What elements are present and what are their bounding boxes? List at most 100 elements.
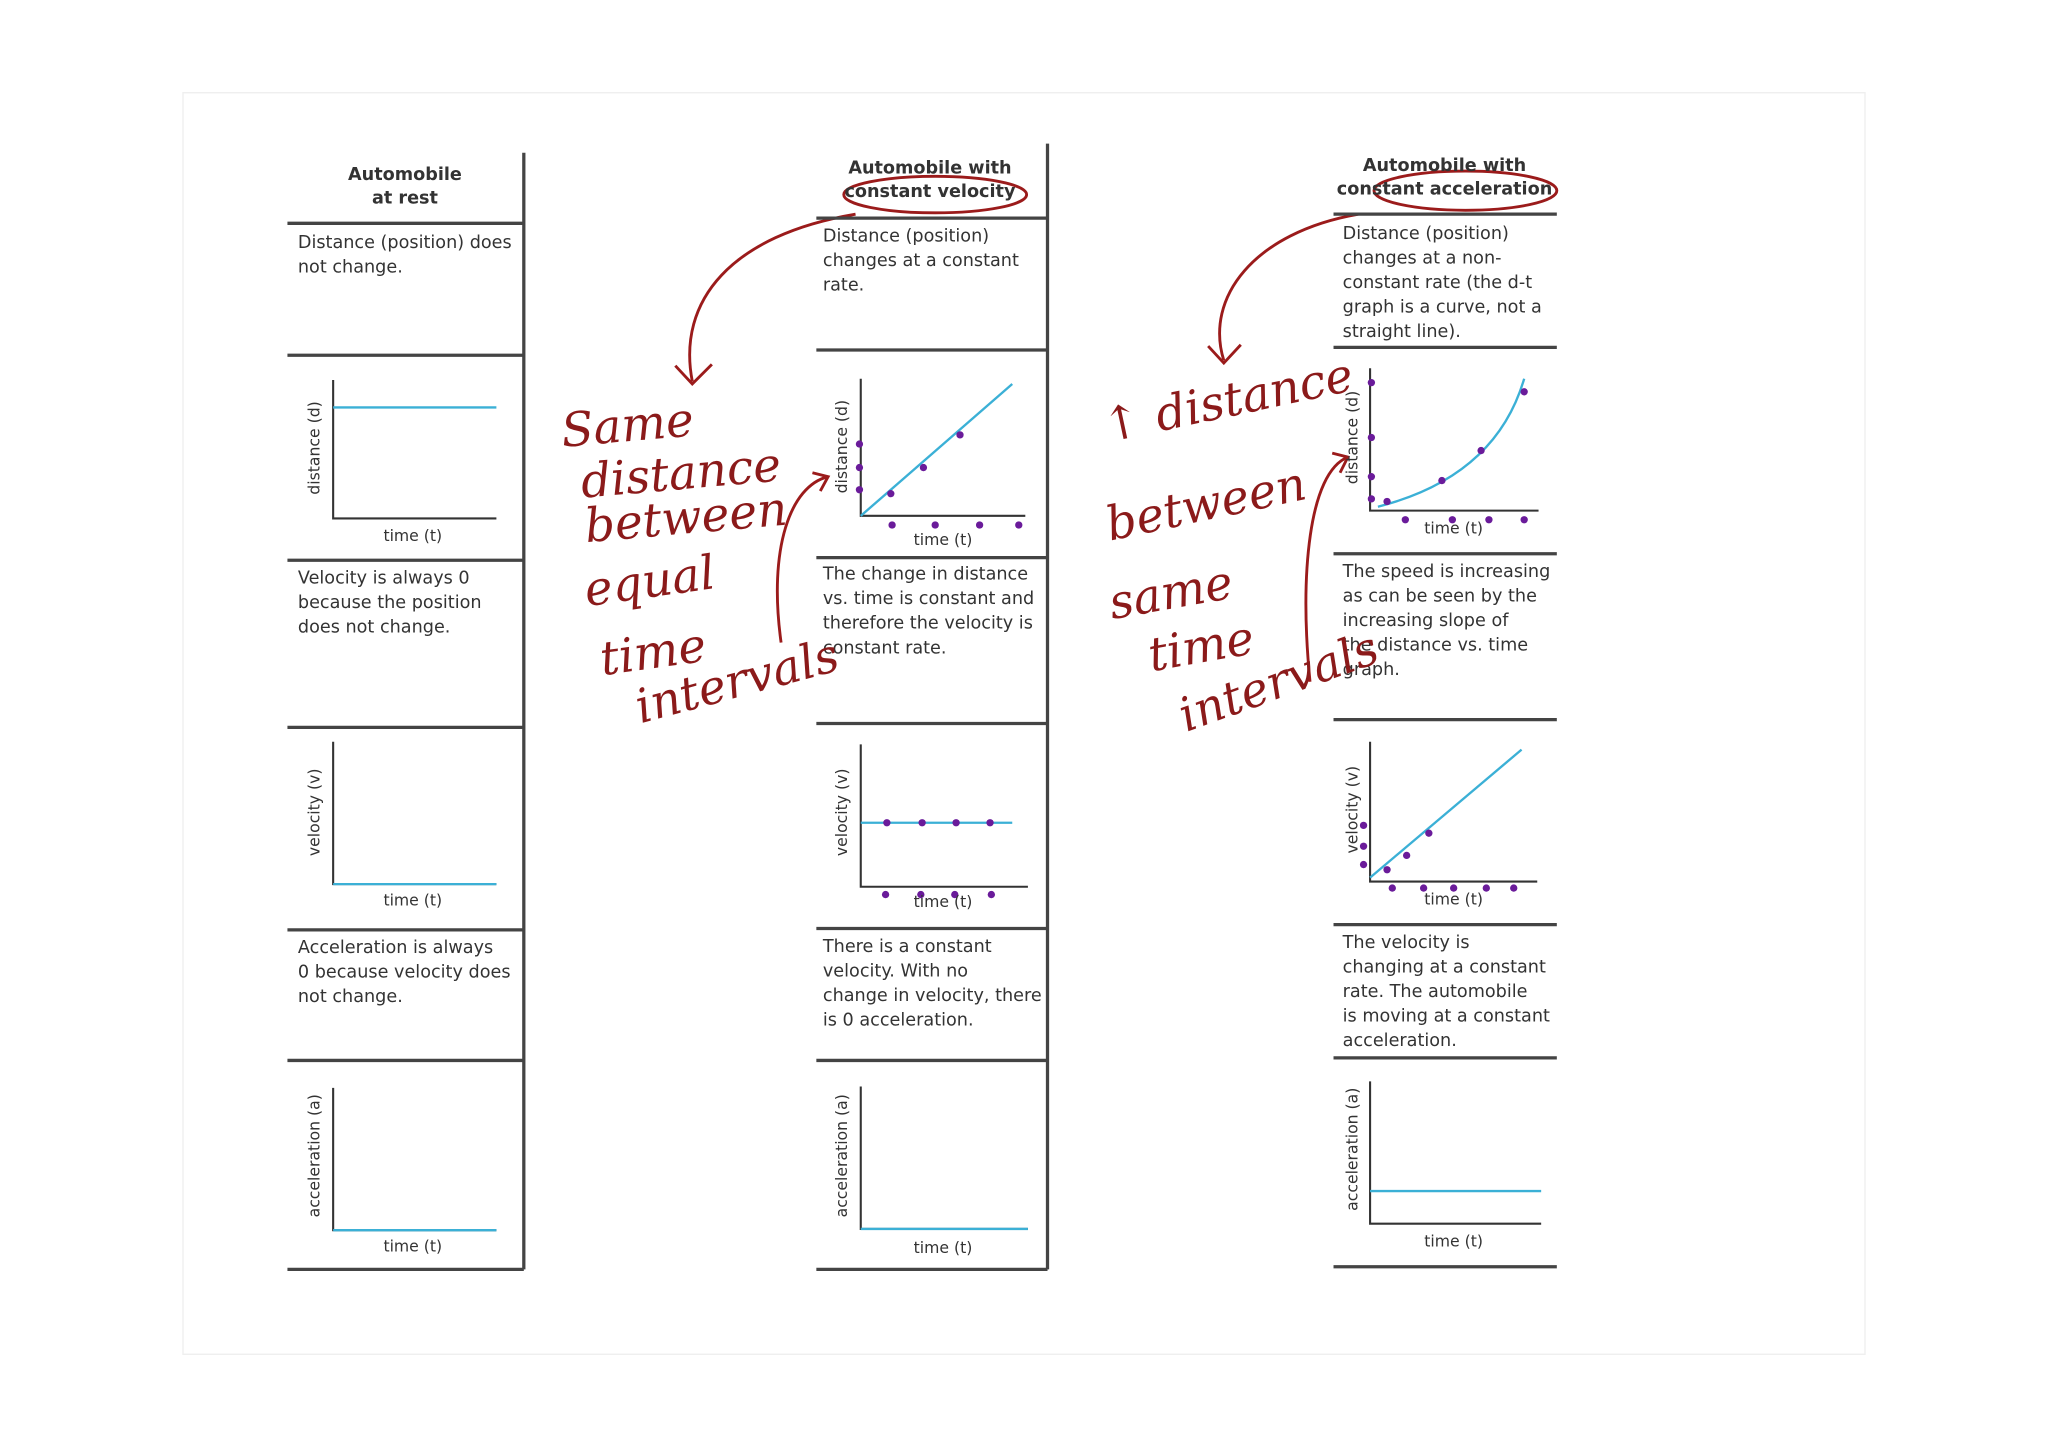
- ink-dot: [1367, 495, 1376, 503]
- ink-dot: [1359, 821, 1368, 830]
- description: not change.: [298, 257, 403, 277]
- x-axis-label: time (t): [383, 891, 442, 910]
- ink-dot: [1485, 516, 1493, 524]
- ink-dot: [918, 819, 926, 827]
- graph: distance (d) time (t): [832, 378, 1026, 549]
- ink-dot: [986, 819, 994, 827]
- column-header: Automobile with: [848, 158, 1011, 178]
- graph-axes: [859, 744, 1028, 888]
- ink-dot: [855, 463, 864, 472]
- description: change in velocity, there: [823, 986, 1042, 1006]
- description: Distance (position): [823, 226, 989, 246]
- description: The velocity is: [1342, 933, 1470, 953]
- ink-dot: [1520, 516, 1528, 524]
- description: straight line).: [1343, 322, 1461, 342]
- ink-dot: [1359, 860, 1368, 869]
- description: There is a constant: [822, 937, 992, 957]
- ink-dot: [1419, 884, 1428, 892]
- table-column: Automobile with constant acceleration Dist…: [1333, 156, 1557, 1269]
- description: does not change.: [298, 618, 451, 638]
- graph: velocity (v) time (t): [304, 741, 497, 910]
- ink-dot: [987, 890, 996, 899]
- ink-dot: [951, 890, 959, 899]
- ink-dot: [1367, 473, 1376, 481]
- description: Acceleration is always: [298, 938, 493, 958]
- ink-dot: [1520, 388, 1528, 396]
- x-axis-label: time (t): [1424, 1231, 1483, 1250]
- description: as can be seen by the: [1343, 587, 1537, 607]
- description: 0 because velocity does: [298, 963, 511, 983]
- ink-dot: [1425, 829, 1433, 837]
- ink-marks: [674, 169, 1559, 682]
- description: graph.: [1343, 660, 1400, 680]
- graph-axes: [1369, 368, 1539, 512]
- graph: acceleration (a) time (t): [1343, 1081, 1542, 1250]
- graph: distance (d) time (t): [304, 380, 497, 545]
- column-header: Automobile with: [1363, 156, 1526, 176]
- graph: acceleration (a) time (t): [304, 1087, 497, 1256]
- ink-dot: [1015, 521, 1023, 529]
- circle-mark: [1372, 169, 1559, 212]
- table-column: Automobile at rest Distance (position) doe…: [287, 152, 526, 1272]
- x-axis-label: time (t): [1424, 518, 1483, 537]
- description: The change in distance: [822, 565, 1028, 585]
- graph-axes: [1369, 741, 1538, 883]
- graph-axes: [332, 380, 497, 520]
- ink-dot: [1510, 884, 1518, 892]
- description: graph is a curve, not a: [1343, 297, 1542, 317]
- description: rate. The automobile: [1343, 982, 1528, 1002]
- arrow: [674, 212, 856, 387]
- y-axis-label: distance (d): [304, 401, 323, 494]
- circle-mark: [842, 174, 1029, 215]
- description: changes at a constant: [823, 251, 1019, 271]
- y-axis-label: acceleration (a): [1343, 1088, 1362, 1211]
- description: not change.: [298, 987, 403, 1007]
- description: Distance (position) does: [298, 233, 512, 253]
- description: increasing slope of: [1343, 611, 1510, 631]
- x-axis-label: time (t): [383, 526, 442, 545]
- x-axis-label: time (t): [1424, 889, 1483, 908]
- ink-dot: [919, 463, 928, 472]
- arrow: [1207, 212, 1359, 366]
- x-axis-label: time (t): [914, 1238, 973, 1257]
- description: rate.: [823, 275, 864, 295]
- table-column: Automobile with constant velocity Distance…: [816, 143, 1050, 1272]
- ink-dot: [917, 890, 925, 899]
- column-header: constant acceleration: [1337, 179, 1552, 199]
- y-axis-label: velocity (v): [304, 768, 323, 856]
- graph: velocity (v) time (t): [1343, 741, 1538, 908]
- graph-axes: [1369, 1081, 1542, 1225]
- arrow: [1304, 451, 1350, 682]
- description: because the position: [298, 593, 482, 613]
- description: Velocity is always 0: [298, 569, 470, 589]
- ink-dot: [1402, 851, 1411, 860]
- description: is 0 acceleration.: [823, 1010, 974, 1030]
- description: therefore the velocity is: [823, 614, 1033, 634]
- ink-dot: [1359, 842, 1368, 850]
- arrow: [775, 471, 831, 643]
- y-axis-label: velocity (v): [1343, 766, 1362, 854]
- ink-dot: [1388, 884, 1396, 892]
- ink-dot: [1450, 884, 1458, 892]
- y-axis-label: acceleration (a): [304, 1094, 323, 1217]
- handwritten-note: Same: [559, 392, 696, 458]
- ink-dot: [1383, 497, 1391, 506]
- ink-dot: [1448, 516, 1457, 524]
- graph: acceleration (a) time (t): [832, 1086, 1028, 1257]
- ink-dot: [931, 521, 939, 529]
- y-axis-label: distance (d): [1343, 391, 1362, 484]
- ink-dot: [1477, 446, 1485, 455]
- ink-dot: [1438, 476, 1446, 485]
- ink-dot: [975, 521, 984, 529]
- description: the distance vs. time: [1343, 636, 1528, 656]
- ink-dot: [883, 819, 891, 827]
- description: The speed is increasing: [1342, 562, 1551, 582]
- ink-dot: [1401, 516, 1409, 524]
- description: changes at a non-: [1343, 248, 1502, 268]
- y-axis-label: velocity (v): [832, 768, 851, 856]
- ink-dot: [952, 819, 960, 827]
- description: is moving at a constant: [1343, 1007, 1550, 1027]
- description: changing at a constant: [1343, 957, 1546, 977]
- y-axis-label: distance (d): [832, 400, 851, 493]
